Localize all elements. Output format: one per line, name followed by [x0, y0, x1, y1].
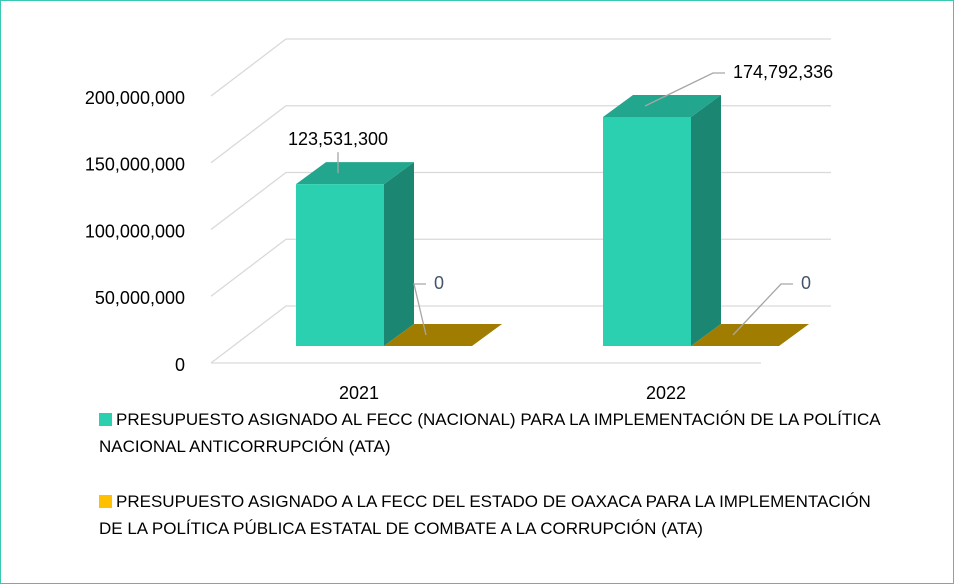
bar: [296, 162, 414, 346]
bar-side: [384, 162, 414, 346]
bar: [691, 324, 809, 346]
legend-item: PRESUPUESTO ASIGNADO A LA FECC DEL ESTAD…: [99, 488, 899, 542]
grid-line: [210, 38, 831, 97]
bar: [603, 95, 721, 347]
x-tick-label: 2022: [646, 383, 686, 403]
legend-label: PRESUPUESTO ASIGNADO AL FECC (NACIONAL) …: [99, 410, 880, 456]
leader-line: [732, 283, 793, 336]
legend-swatch: [99, 495, 112, 508]
data-label: 174,792,336: [733, 62, 833, 82]
bar-front: [296, 184, 384, 346]
bar-top: [603, 95, 721, 118]
y-tick-label: 50,000,000: [95, 288, 185, 308]
y-tick-label: 150,000,000: [85, 155, 185, 175]
bar-top: [296, 162, 414, 185]
legend-item: PRESUPUESTO ASIGNADO AL FECC (NACIONAL) …: [99, 406, 899, 460]
leader-line: [413, 283, 427, 336]
legend-label: PRESUPUESTO ASIGNADO A LA FECC DEL ESTAD…: [99, 492, 871, 538]
y-tick-label: 0: [175, 355, 185, 375]
data-label: 0: [434, 273, 444, 293]
leader-line: [644, 72, 725, 107]
x-tick-label: 2021: [339, 383, 379, 403]
bar-front: [603, 117, 691, 347]
y-tick-label: 100,000,000: [85, 221, 185, 241]
data-label: 123,531,300: [288, 129, 388, 149]
bar-top: [384, 324, 502, 346]
legend-swatch: [99, 413, 112, 426]
bar-top: [691, 324, 809, 346]
y-tick-label: 200,000,000: [85, 88, 185, 108]
data-label: 0: [801, 273, 811, 293]
bar: [384, 324, 502, 346]
bar-side: [691, 95, 721, 347]
